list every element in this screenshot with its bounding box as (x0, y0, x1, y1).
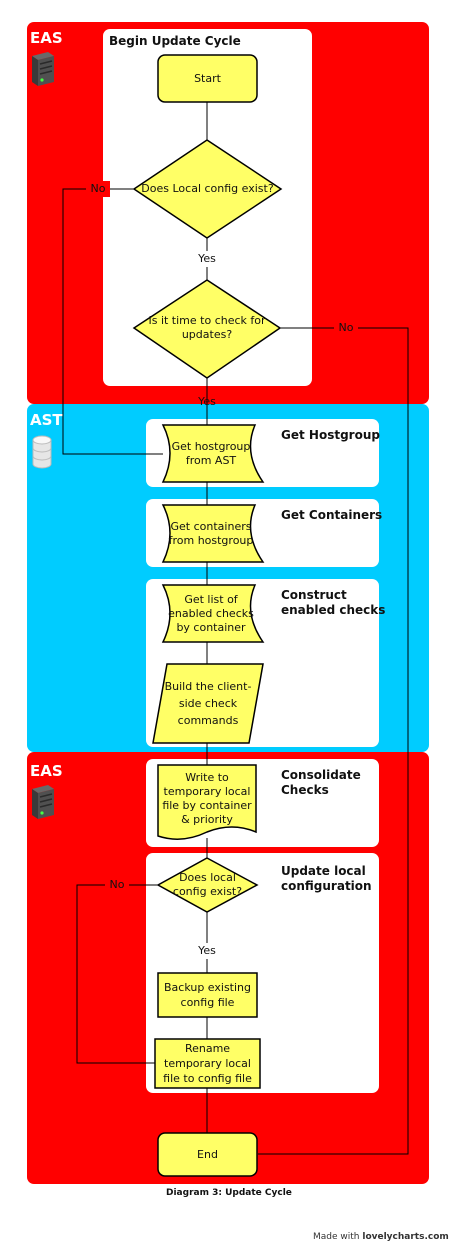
edge-label-yes-2-text: Yes (198, 395, 216, 408)
database-icon (32, 435, 52, 469)
decision-time-to-check-text-1: Is it time to check for (148, 314, 266, 327)
end-text: End (197, 1147, 218, 1161)
start-node (157, 54, 258, 103)
group-title-consolidate-2: Checks (281, 783, 329, 797)
build-commands-text-1: Build the client- (164, 680, 252, 693)
credit-line: Made with lovelycharts.com (313, 1232, 449, 1242)
list-checks-text-2: enabled checks (168, 606, 254, 620)
get-hostgroup-label: Get hostgroup from AST (163, 425, 259, 482)
write-temp-file-text-1: Write to (185, 771, 229, 784)
edge-label-no-2: No (334, 320, 358, 336)
edge-label-yes-3: Yes (194, 943, 220, 959)
edge-label-yes-1-text: Yes (198, 252, 216, 265)
server-icon (32, 785, 54, 819)
group-title-construct-1: Construct (281, 588, 347, 602)
group-title-update-2: configuration (281, 879, 372, 893)
end-label: End (158, 1133, 257, 1176)
lane-ast-label: AST (30, 411, 63, 429)
edge-no-decision2 (258, 327, 409, 1155)
decision-config-exists-label: Does Local config exist? (134, 180, 281, 198)
credit-site: lovelycharts.com (362, 1232, 449, 1242)
decision-config-exists (132, 139, 283, 239)
backup-label: Backup existing config file (158, 973, 257, 1017)
decision-time-to-check (132, 279, 282, 379)
rename-label: Rename temporary local file to config fi… (155, 1039, 260, 1088)
decision-time-to-check-label: Is it time to check for updates? (134, 312, 280, 344)
edge-label-no-2-text: No (338, 321, 354, 334)
decision-local-config-text-2: config exist? (172, 885, 243, 898)
group-title-construct-2: enabled checks (281, 603, 386, 617)
write-temp-file-text-3: file by container (162, 799, 252, 812)
group-title-hostgroup: Get Hostgroup (281, 428, 380, 442)
write-temp-file-label: Write to temporary local file by contain… (158, 767, 256, 831)
start-label: Start (158, 55, 257, 102)
write-temp-file-text-2: temporary local (163, 785, 251, 798)
write-temp-file-node (157, 764, 257, 840)
rename-text-2: temporary local (164, 1057, 251, 1070)
group-title-begin: Begin Update Cycle (109, 34, 241, 48)
write-temp-file-text-4: & priority (181, 813, 233, 826)
edge-label-yes-3-text: Yes (198, 944, 216, 957)
edge-label-yes-2: Yes (194, 394, 220, 410)
rename-text-1: Rename (184, 1042, 231, 1055)
get-hostgroup-text-1: Get hostgroup (171, 439, 251, 453)
credit-prefix: Made with (313, 1232, 363, 1242)
decision-time-to-check-text-2: updates? (181, 328, 233, 341)
edge-label-no-1: No (86, 181, 110, 197)
backup-text-1: Backup existing (163, 981, 251, 994)
decision-local-config-text-1: Does local (179, 871, 236, 884)
start-text: Start (194, 71, 221, 85)
build-commands-text-2: side check (178, 697, 238, 710)
decision-local-config-label: Does local config exist? (158, 870, 257, 900)
lane-eas-top-label: EAS (30, 29, 63, 47)
decision-config-exists-text: Does Local config exist? (141, 182, 274, 195)
end-node (157, 1132, 258, 1177)
get-containers-text-2: from hostgroup (168, 533, 254, 547)
get-containers-label: Get containers from hostgroup (163, 505, 259, 562)
get-containers-text-1: Get containers (170, 519, 252, 533)
get-hostgroup-text-2: from AST (185, 453, 237, 467)
rename-text-3: file to config file (163, 1072, 252, 1085)
group-title-consolidate-1: Consolidate (281, 768, 361, 782)
get-containers-node (161, 504, 265, 563)
edge-label-no-1-text: No (90, 182, 106, 195)
server-icon (32, 52, 54, 86)
edge-label-no-3-text: No (109, 878, 125, 891)
list-checks-node (161, 584, 265, 643)
list-checks-text-1: Get list of (184, 592, 238, 606)
edge-label-no-3: No (105, 877, 129, 893)
list-checks-label: Get list of enabled checks by container (163, 585, 259, 642)
diagram-caption: Diagram 3: Update Cycle (166, 1188, 292, 1198)
build-commands-label: Build the client- side check commands (160, 664, 256, 743)
edge-no-decision3 (76, 884, 158, 1064)
group-title-update-1: Update local (281, 864, 366, 878)
build-commands-text-3: commands (177, 714, 239, 727)
build-commands-node (152, 663, 264, 744)
rename-node (154, 1038, 261, 1089)
decision-local-config-exists (156, 857, 259, 913)
edge-label-yes-1: Yes (194, 251, 220, 267)
group-title-containers: Get Containers (281, 508, 383, 522)
get-hostgroup-node (161, 424, 265, 483)
backup-text-2: config file (180, 996, 235, 1009)
backup-node (157, 972, 258, 1018)
lane-eas-bottom-label: EAS (30, 762, 63, 780)
list-checks-text-3: by container (176, 620, 246, 634)
